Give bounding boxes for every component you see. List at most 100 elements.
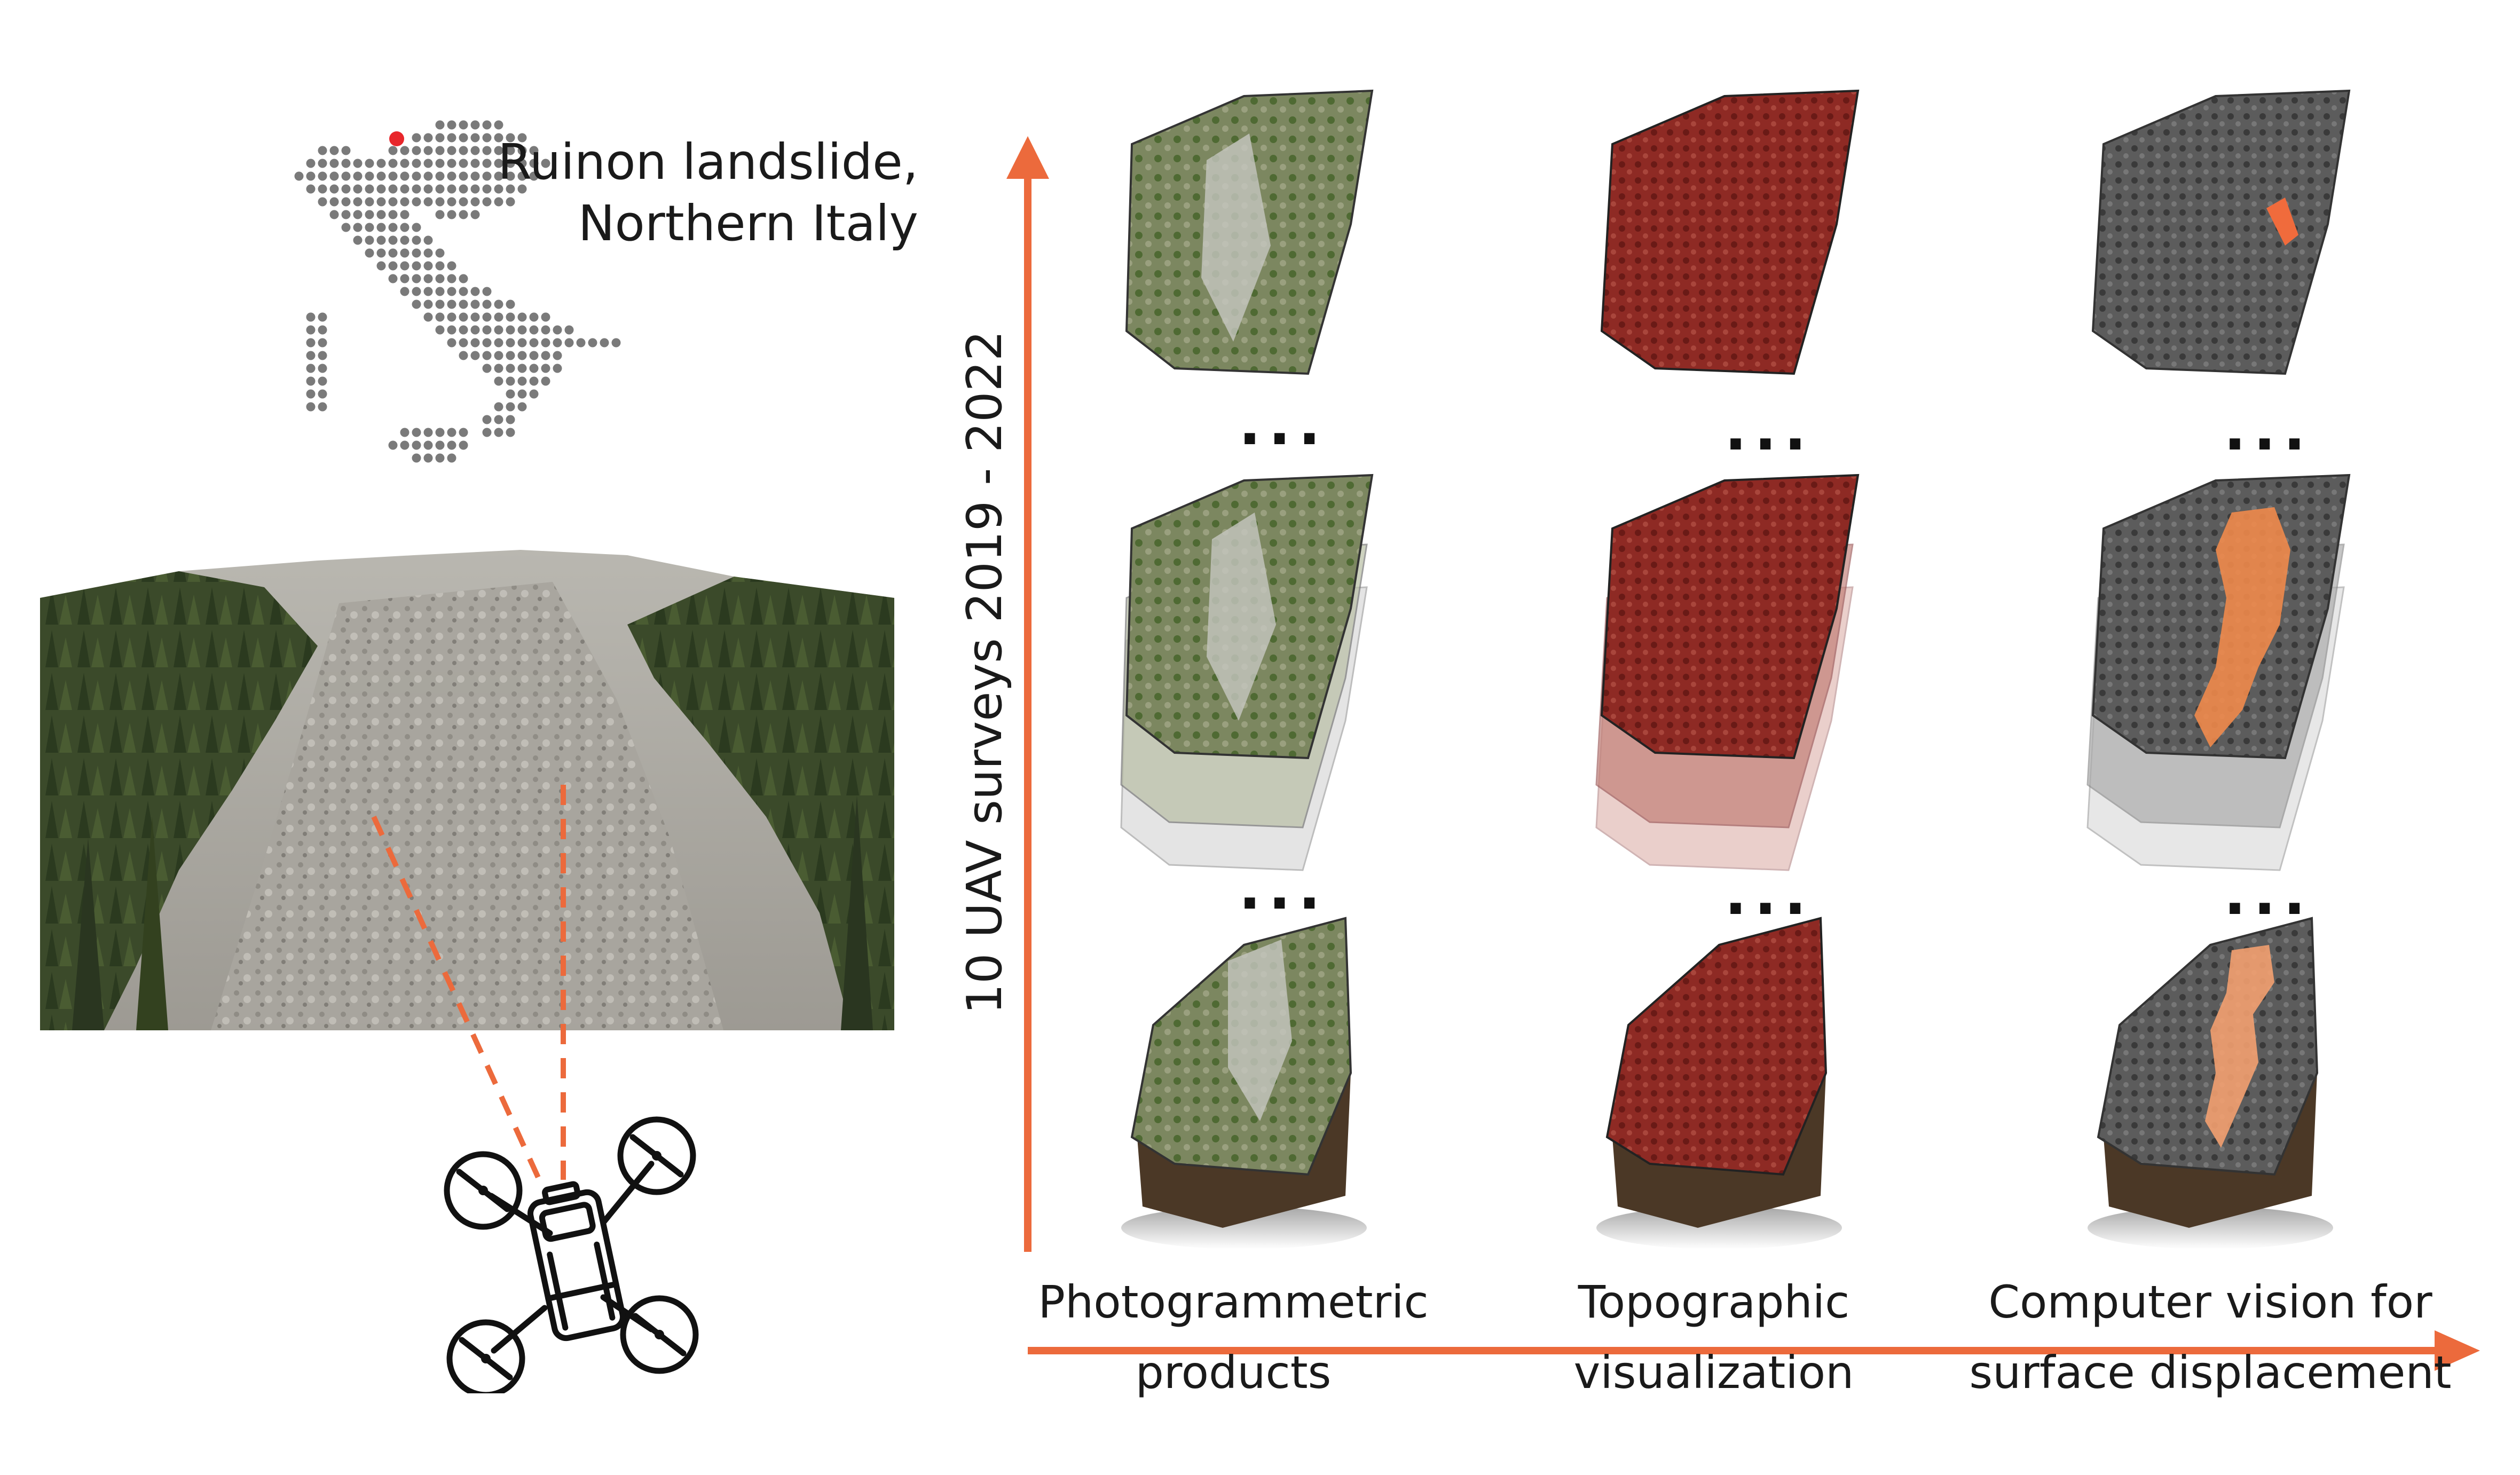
italy-map-dot: [447, 261, 456, 271]
italy-map-dot: [423, 133, 433, 143]
italy-map-dot: [318, 351, 327, 360]
italy-map-dot: [423, 159, 433, 168]
italy-map-dot: [517, 402, 527, 412]
italy-map-dot: [517, 133, 527, 143]
italy-map-dot: [541, 325, 550, 335]
italy-map-dot: [459, 120, 468, 130]
italy-map-dot: [306, 389, 316, 399]
italy-map-dot: [388, 235, 398, 245]
italy-map-dot: [482, 133, 492, 143]
location-line-2: Northern Italy: [578, 195, 918, 252]
ellipsis-col2-a: ...: [1724, 395, 1814, 463]
italy-map-dot: [482, 171, 492, 181]
italy-map-dot: [470, 312, 480, 322]
italy-map-dot: [400, 235, 410, 245]
italy-map-dot: [447, 299, 456, 309]
italy-map-dot: [459, 159, 468, 168]
italy-map-dot: [435, 120, 445, 130]
italy-map-dot: [412, 248, 421, 258]
italy-map-dot: [329, 171, 339, 181]
italy-map-dot: [494, 428, 503, 437]
italy-map-dot: [541, 376, 550, 386]
italy-map-dot: [459, 133, 468, 143]
italy-map-dot: [423, 184, 433, 194]
italy-map-dot: [506, 184, 515, 194]
italy-map-dot: [482, 197, 492, 207]
italy-map-dot: [341, 210, 351, 219]
italy-map-dot: [318, 402, 327, 412]
italy-map-dot: [470, 325, 480, 335]
italy-map-dot: [541, 159, 550, 168]
italy-map-dot: [459, 299, 468, 309]
italy-map-dot: [529, 312, 539, 322]
model-photogrammetric-row2: [1120, 474, 1374, 871]
italy-map-dot: [400, 210, 410, 219]
italy-map-dot: [412, 261, 421, 271]
model-photogrammetric-row3: [1121, 917, 1367, 1249]
italy-map-dot: [412, 133, 421, 143]
italy-map-dot: [494, 338, 503, 348]
italy-map-dot: [470, 351, 480, 360]
italy-map-dot: [423, 248, 433, 258]
italy-map-dot: [435, 133, 445, 143]
x-axis-arrowhead: [2435, 1330, 2480, 1371]
italy-map-dot: [318, 338, 327, 348]
ruinon-location-marker: [389, 131, 404, 146]
italy-map-dot: [365, 210, 374, 219]
italy-map-dot: [435, 287, 445, 296]
italy-map-dot: [482, 159, 492, 168]
italy-map-dot: [318, 389, 327, 399]
italy-map-dot: [564, 325, 574, 335]
italy-map-dot: [482, 120, 492, 130]
italy-map-dot: [494, 325, 503, 335]
location-caption: Ruinon landslide, Northern Italy: [481, 133, 918, 272]
italy-map-dot: [529, 325, 539, 335]
italy-map-dot: [459, 184, 468, 194]
italy-map-dot: [412, 159, 421, 168]
italy-map-dot: [412, 223, 421, 232]
italy-map-dot: [329, 197, 339, 207]
italy-map-dot: [423, 428, 433, 437]
italy-map-dot: [506, 197, 515, 207]
italy-map-dot: [435, 210, 445, 219]
italy-map-dot: [353, 235, 363, 245]
italy-map-dot: [459, 338, 468, 348]
italy-map-dot: [447, 120, 456, 130]
italy-map-dot: [353, 184, 363, 194]
italy-map-dot: [412, 197, 421, 207]
ellipsis-col1-b: ...: [1239, 854, 1328, 922]
column-label-topographic: Topographic visualization: [1447, 1276, 1981, 1399]
italy-map-dot: [517, 351, 527, 360]
italy-map-dot: [412, 171, 421, 181]
italy-map-dot: [318, 197, 327, 207]
italy-map-dot: [447, 325, 456, 335]
italy-map-dot: [482, 299, 492, 309]
italy-map-dot: [494, 184, 503, 194]
italy-map-dot: [506, 312, 515, 322]
italy-map-dot: [447, 274, 456, 283]
italy-map-dot: [400, 223, 410, 232]
italy-map-dot: [376, 223, 386, 232]
italy-map-dot: [318, 325, 327, 335]
italy-map-dot: [388, 223, 398, 232]
italy-map-dot: [494, 171, 503, 181]
italy-map-dot: [494, 415, 503, 424]
italy-map-dot: [329, 159, 339, 168]
italy-map-dot: [412, 184, 421, 194]
italy-map-dot: [412, 274, 421, 283]
italy-map-dot: [365, 223, 374, 232]
italy-map-dot: [423, 261, 433, 271]
italy-map-dot: [423, 235, 433, 245]
italy-map-dot: [611, 338, 621, 348]
italy-map-dot: [341, 223, 351, 232]
italy-map-dot: [435, 248, 445, 258]
italy-map-dot: [306, 376, 316, 386]
italy-map-dot: [388, 261, 398, 271]
italy-map-dot: [400, 159, 410, 168]
italy-map-dot: [447, 440, 456, 450]
italy-map-dot: [306, 325, 316, 335]
italy-map-dot: [435, 325, 445, 335]
model-topographic-row1: [1600, 89, 1860, 375]
landslide-photo: [40, 539, 894, 1030]
